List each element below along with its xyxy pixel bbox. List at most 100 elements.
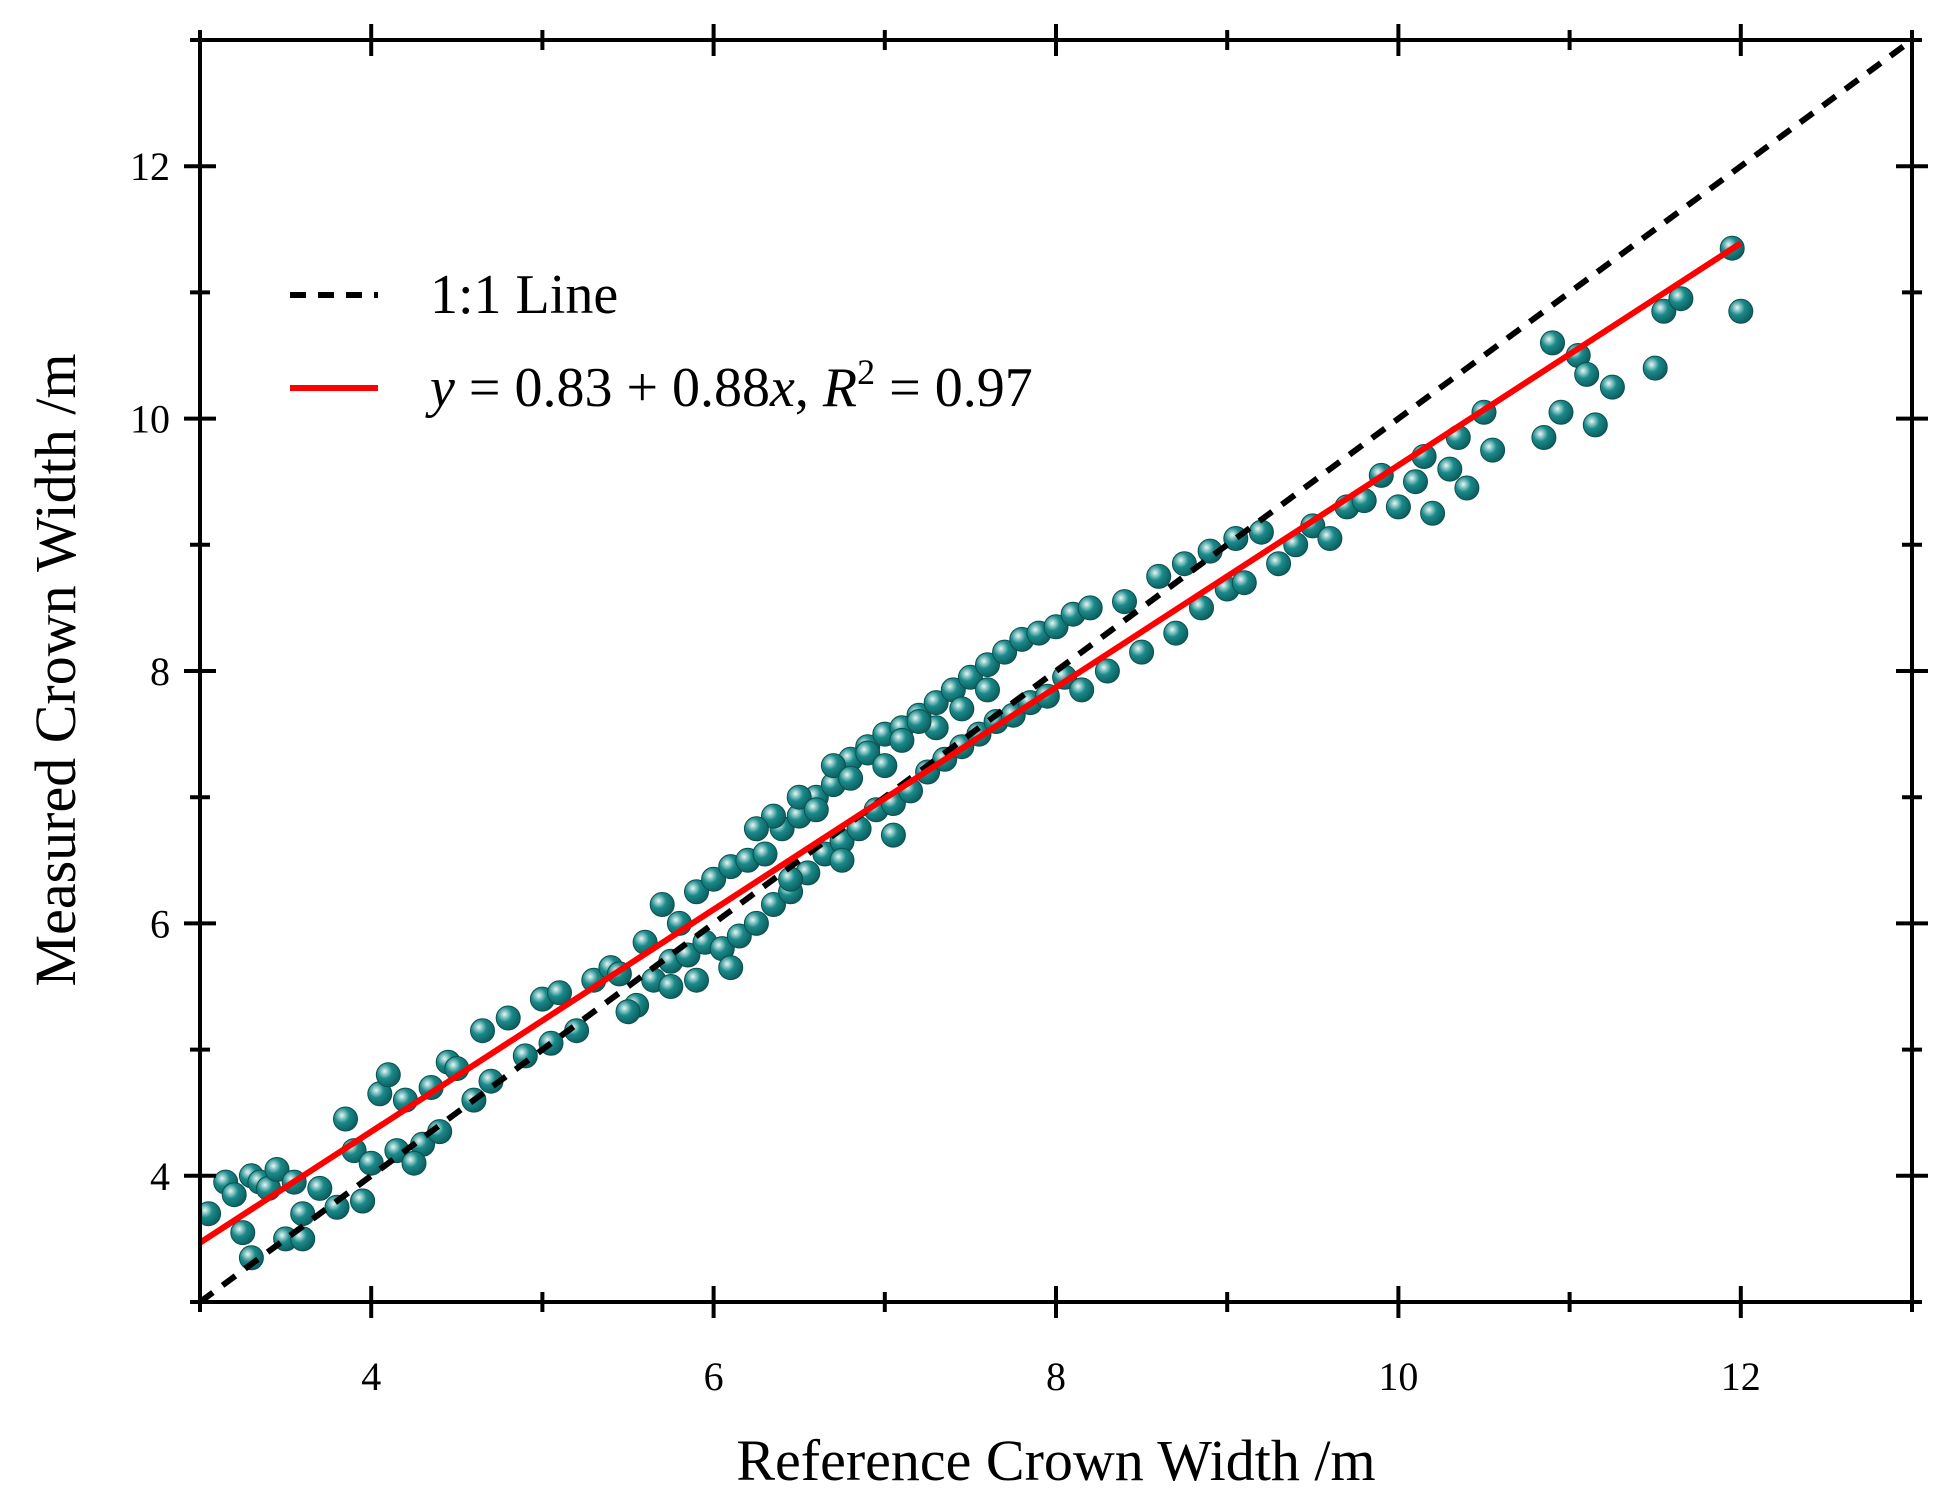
- x-tick-label: 4: [361, 1354, 381, 1399]
- y-tick-label: 4: [150, 1154, 170, 1199]
- data-point: [889, 727, 915, 753]
- data-point: [264, 1157, 290, 1182]
- data-point: [1420, 500, 1446, 526]
- data-point: [880, 822, 906, 848]
- data-point: [1454, 475, 1480, 501]
- data-point: [761, 803, 786, 829]
- x-tick-label: 10: [1378, 1354, 1418, 1399]
- data-point: [1317, 526, 1343, 551]
- data-point: [1163, 620, 1189, 646]
- data-point: [778, 866, 804, 892]
- data-point: [684, 967, 709, 993]
- data-point: [615, 999, 641, 1025]
- data-point: [1574, 361, 1600, 387]
- data-point: [1642, 355, 1668, 381]
- data-point: [658, 974, 684, 999]
- data-point: [855, 740, 881, 766]
- x-tick-label: 12: [1721, 1354, 1761, 1399]
- data-point: [238, 1245, 264, 1271]
- x-axis-title: Reference Crown Width /m: [736, 1428, 1375, 1493]
- data-point: [1171, 551, 1197, 577]
- data-point: [684, 879, 709, 905]
- data-point: [743, 816, 769, 842]
- data-point: [221, 1182, 247, 1208]
- data-point: [786, 784, 812, 810]
- data-point: [761, 892, 786, 917]
- data-point: [470, 1018, 495, 1044]
- y-tick-label: 8: [150, 649, 170, 694]
- data-point: [512, 1043, 538, 1069]
- data-point: [752, 841, 778, 867]
- data-point: [290, 1201, 316, 1227]
- x-tick-label: 8: [1046, 1354, 1066, 1399]
- data-point: [649, 892, 675, 917]
- data-point: [1480, 437, 1506, 463]
- y-axis-title: Measured Crown Width /m: [23, 354, 88, 987]
- legend-fit-tail: = 0.97: [875, 357, 1033, 419]
- legend-fit-comma: ,: [795, 357, 823, 419]
- data-point: [957, 664, 983, 690]
- data-point: [401, 1150, 427, 1176]
- data-point: [1403, 469, 1428, 495]
- data-point: [333, 1106, 358, 1132]
- data-point: [1385, 494, 1411, 520]
- legend: 1:1 Line y = 0.83 + 0.88x, R2 = 0.97: [290, 264, 1033, 419]
- data-point: [820, 753, 846, 779]
- data-point: [307, 1175, 333, 1201]
- data-point: [829, 847, 855, 873]
- data-point: [1437, 456, 1463, 482]
- data-point: [743, 910, 769, 936]
- data-points: [200, 235, 1754, 1271]
- data-point: [726, 923, 752, 949]
- data-point: [838, 765, 864, 791]
- data-point: [1146, 563, 1172, 589]
- data-point: [1112, 589, 1137, 615]
- data-point: [1266, 551, 1292, 577]
- data-point: [358, 1150, 384, 1176]
- data-point: [701, 866, 727, 892]
- data-point: [230, 1220, 256, 1246]
- legend-fit-x: x: [769, 357, 795, 419]
- regression-lines: [200, 40, 1912, 1302]
- data-point: [547, 980, 572, 1006]
- data-point: [1531, 425, 1557, 450]
- legend-identity-label: 1:1 Line: [430, 264, 618, 326]
- y-tick-label: 10: [130, 397, 170, 442]
- axis-ticks: [184, 24, 1928, 1318]
- data-point: [495, 1005, 521, 1031]
- data-point: [1582, 412, 1608, 438]
- data-point: [1548, 399, 1574, 425]
- data-point: [1248, 519, 1274, 545]
- data-point: [1651, 298, 1677, 324]
- data-point: [1069, 677, 1095, 703]
- data-point: [975, 677, 1000, 703]
- data-point: [375, 1062, 401, 1088]
- data-point: [975, 652, 1000, 678]
- data-point: [923, 690, 949, 716]
- legend-fit-label: y = 0.83 + 0.88x, R2 = 0.97: [425, 352, 1033, 419]
- x-tick-label: 6: [704, 1354, 724, 1399]
- y-tick-label: 12: [130, 144, 170, 189]
- tick-labels: 4 6 8 10 12 4 6 8 10 12: [130, 144, 1761, 1399]
- data-point: [718, 955, 744, 981]
- data-point: [350, 1188, 376, 1214]
- legend-fit-eq: = 0.83 + 0.88: [455, 357, 770, 419]
- data-point: [906, 709, 932, 734]
- legend-fit-sup: 2: [857, 352, 875, 392]
- data-point: [1129, 639, 1155, 665]
- data-point: [1231, 570, 1257, 596]
- data-point: [1599, 374, 1625, 400]
- data-point: [1540, 330, 1565, 356]
- legend-fit-R: R: [822, 357, 857, 419]
- data-point: [949, 696, 975, 722]
- legend-fit-y: y: [425, 357, 455, 419]
- data-point: [1728, 298, 1754, 324]
- y-tick-label: 6: [150, 901, 170, 946]
- data-point: [1077, 595, 1103, 621]
- data-point: [803, 797, 829, 823]
- data-point: [1043, 614, 1069, 640]
- data-point: [992, 639, 1018, 665]
- data-point: [324, 1194, 350, 1220]
